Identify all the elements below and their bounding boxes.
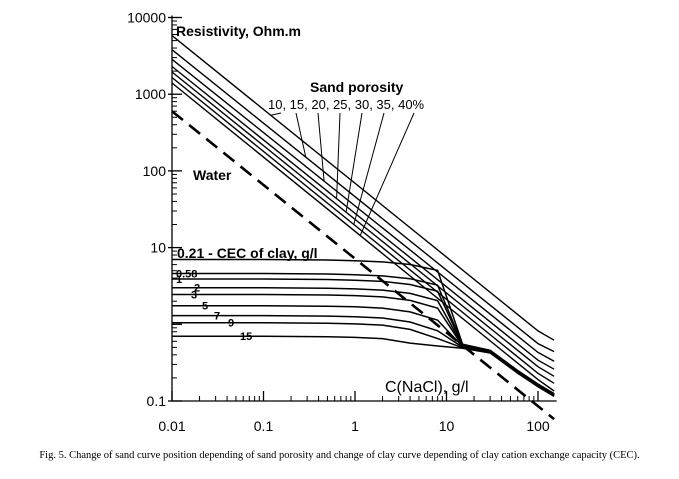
y-axis-title: Resistivity, Ohm.m: [176, 23, 301, 39]
leader-line-35pct: [353, 112, 385, 225]
x-tick-label: 0.1: [254, 418, 274, 434]
leader-line-30pct: [345, 112, 363, 213]
clay-label-2: 2: [194, 283, 200, 295]
sand-curve-15pct: [171, 49, 555, 353]
sand-curve-35pct: [171, 76, 555, 384]
leader-line-20pct: [317, 112, 325, 182]
figure-caption: Fig. 5. Change of sand curve position de…: [39, 450, 640, 461]
sand-curve-25pct: [171, 65, 555, 370]
sand-curve-30pct: [171, 71, 555, 377]
x-tick-label: 0.01: [158, 418, 185, 434]
x-tick-label: 10: [439, 418, 455, 434]
x-tick-label: 1: [351, 418, 359, 434]
leader-line-10pct: [270, 112, 282, 116]
clay-label-0-58: 0.58: [176, 268, 197, 280]
water-line: [171, 110, 555, 421]
y-tick-label: 10: [150, 240, 166, 256]
x-axis-title: C(NaCl), g/l: [385, 379, 469, 396]
leader-line-25pct: [336, 112, 341, 199]
clay-label-9: 9: [228, 318, 234, 330]
leader-line-15pct: [295, 112, 307, 158]
leader-line-40pct: [359, 112, 415, 236]
clay-curve-2: [172, 286, 555, 396]
sand-curve-10pct: [171, 35, 555, 341]
x-tick-label: 100: [526, 418, 550, 434]
axes: 0.1 10 100 1000 10000 0.01 0.1 1 10 100: [127, 10, 557, 434]
clay-curve-3: [172, 293, 555, 396]
clay-label-5: 5: [202, 301, 208, 313]
clay-cec-header: 0.21 - CEC of clay, g/l: [177, 245, 318, 261]
clay-label-15: 15: [240, 331, 252, 343]
sand-porosity-values: 10, 15, 20, 25, 30, 35, 40%: [268, 97, 425, 112]
y-tick-label: 10000: [127, 10, 166, 26]
y-tick-label: 0.1: [147, 393, 167, 409]
clay-curve-15: [172, 335, 555, 397]
water-series: [171, 110, 555, 421]
water-label: Water: [193, 167, 232, 183]
clay-label-7: 7: [214, 311, 220, 323]
y-tick-label: 1000: [135, 86, 166, 102]
clay-label-1: 1: [176, 274, 182, 286]
sand-porosity-header: Sand porosity: [310, 79, 404, 95]
sand-curve-20pct: [171, 58, 555, 362]
porosity-leader-lines: [270, 112, 415, 236]
sand-curve-40pct: [171, 82, 555, 392]
sand-series-group: [171, 35, 555, 392]
clay-label-3: 3: [191, 289, 197, 301]
y-tick-label: 100: [143, 163, 167, 179]
